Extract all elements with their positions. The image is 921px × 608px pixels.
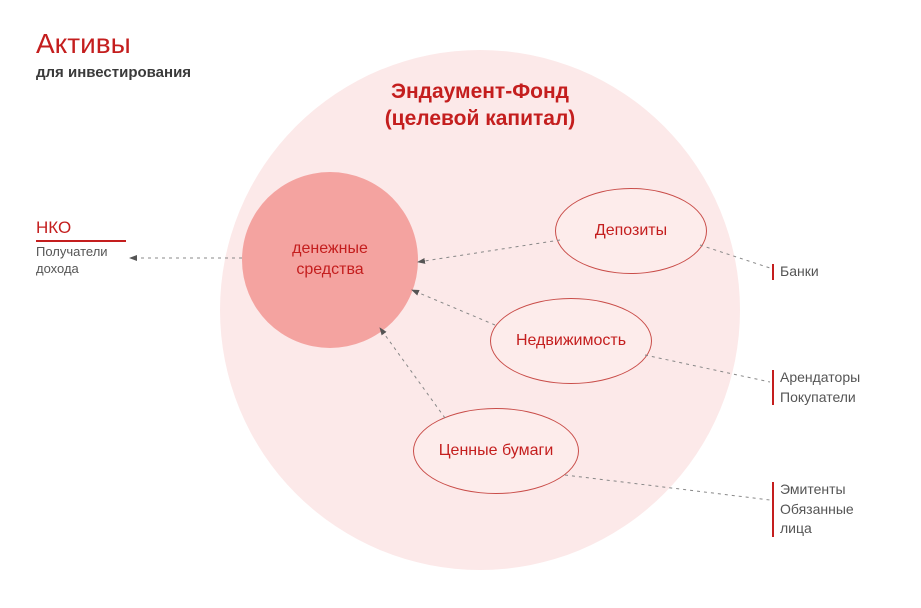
side-label-deposits: Банки [772,262,819,282]
nko-sub-line2: дохода [36,261,79,276]
side-label-bar [772,370,774,405]
cash-circle: денежные средства [242,172,418,348]
page-title: Активы [36,28,191,60]
cash-label-line2: средства [296,261,363,278]
side-label-line: лица [780,519,854,539]
asset-real-estate: Недвижимость [490,298,652,384]
asset-deposits-label: Депозиты [595,222,667,240]
fund-title-line1: Эндаумент-Фонд [391,80,569,103]
page-subtitle: для инвестирования [36,64,191,81]
side-label-bar [772,264,774,280]
asset-securities: Ценные бумаги [413,408,579,494]
nko-sub: Получатели дохода [36,244,126,278]
header-block: Активы для инвестирования [36,28,191,81]
nko-underline [36,240,126,242]
nko-sub-line1: Получатели [36,244,108,259]
side-label-securities: ЭмитентыОбязанныелица [772,480,854,539]
cash-label: денежные средства [292,239,368,281]
asset-real-estate-label: Недвижимость [516,332,626,350]
side-label-line: Обязанные [780,500,854,520]
side-label-line: Арендаторы [780,368,860,388]
side-label-line: Эмитенты [780,480,854,500]
asset-securities-label: Ценные бумаги [439,442,554,460]
nko-title: НКО [36,218,126,238]
side-label-real-estate: АрендаторыПокупатели [772,368,860,407]
fund-title: Эндаумент-Фонд (целевой капитал) [355,78,605,133]
fund-title-line2: (целевой капитал) [385,107,576,130]
side-label-line: Банки [780,262,819,282]
cash-label-line1: денежные [292,240,368,257]
asset-deposits: Депозиты [555,188,707,274]
side-label-bar [772,482,774,537]
side-label-line: Покупатели [780,388,860,408]
nko-block: НКО Получатели дохода [36,218,126,278]
